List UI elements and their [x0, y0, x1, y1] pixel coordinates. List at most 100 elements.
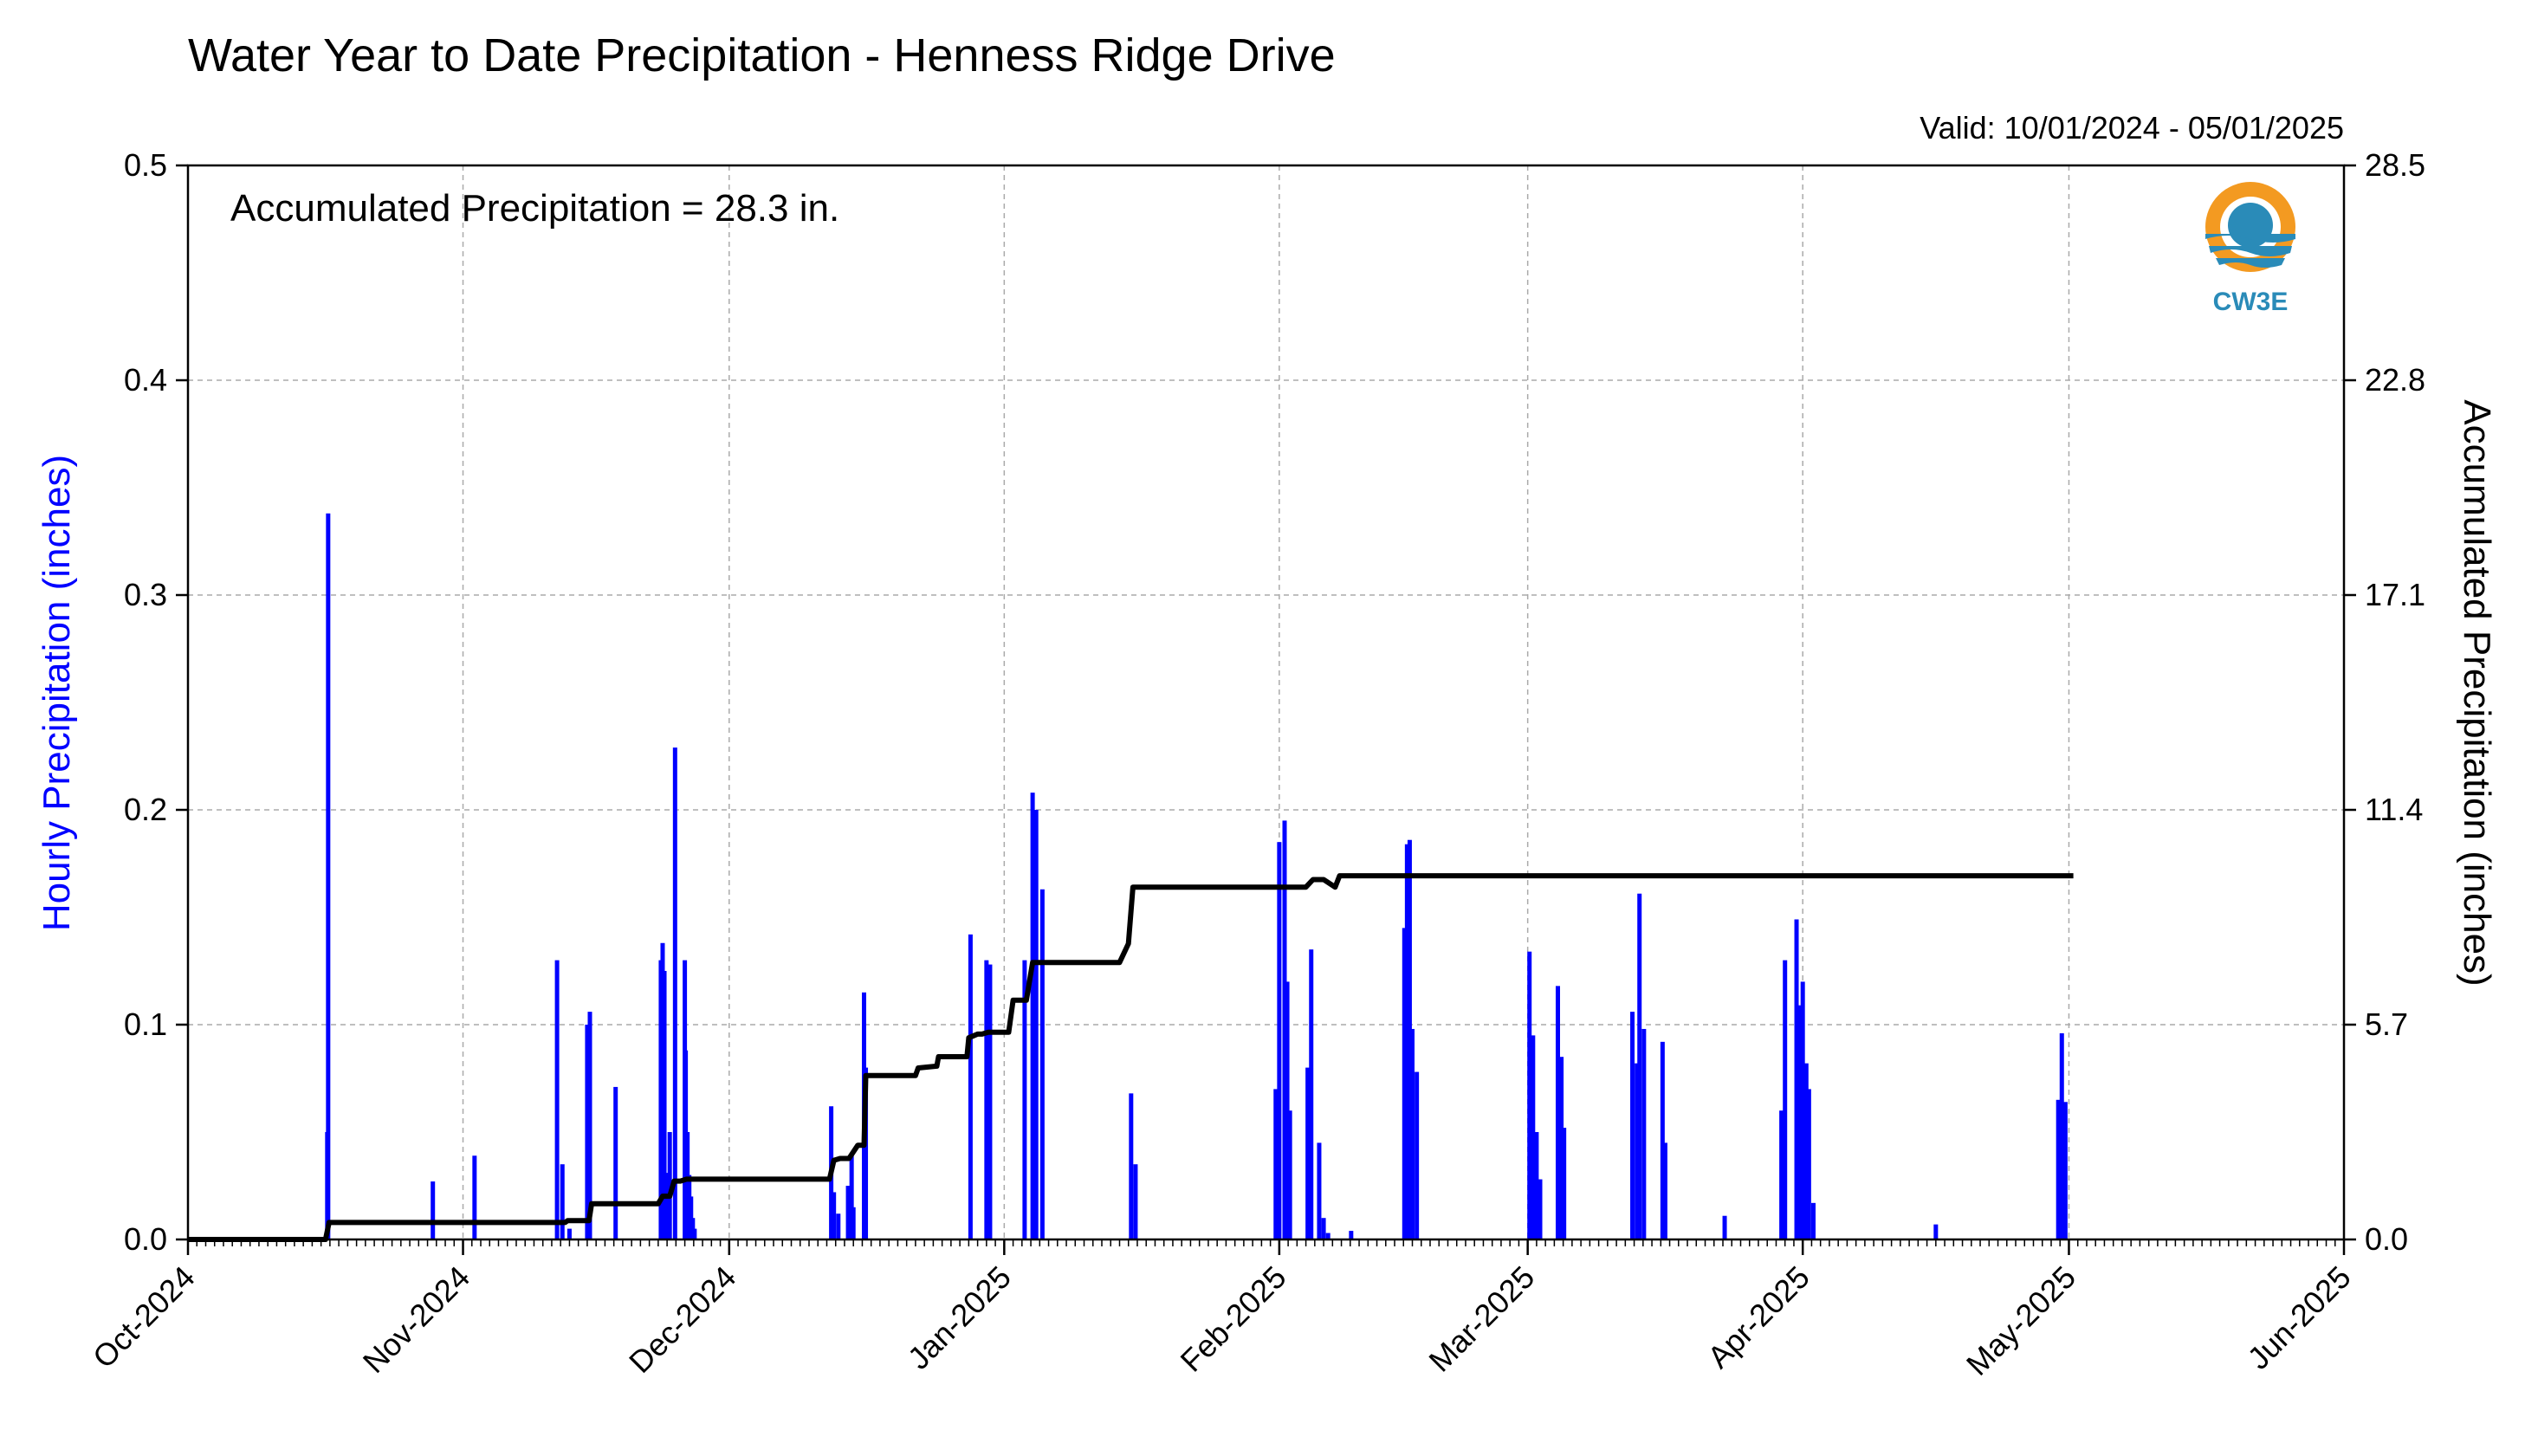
hourly-bar: [1559, 1057, 1564, 1239]
x-tick-label: Jan-2025: [901, 1259, 1018, 1376]
hourly-bar: [585, 1025, 590, 1239]
hourly-bar: [1555, 986, 1560, 1239]
hourly-bar: [1662, 1142, 1667, 1239]
y-left-tick-label: 0.3: [124, 577, 167, 612]
hourly-bar: [672, 747, 677, 1239]
accumulated-line-group: [188, 873, 2074, 1242]
hourly-bar: [2056, 1099, 2061, 1239]
hourly-bar: [2059, 1032, 2064, 1239]
hourly-bar: [1630, 1012, 1635, 1239]
accumulated-line: [188, 873, 2074, 1242]
hourly-bar: [1129, 1093, 1134, 1239]
hourly-bar: [1635, 1063, 1640, 1239]
hourly-bar: [1783, 960, 1788, 1239]
hourly-bar: [1277, 842, 1282, 1239]
hourly-bar: [1030, 793, 1035, 1239]
hourly-bar: [2062, 1102, 2068, 1239]
hourly-bar: [1305, 1067, 1311, 1239]
x-tick-label: Nov-2024: [356, 1259, 476, 1380]
hourly-bar: [664, 1173, 669, 1239]
hourly-bar: [1641, 1028, 1647, 1239]
hourly-bar: [567, 1228, 572, 1239]
y-axis-left-label: Hourly Precipitation (inches): [36, 455, 78, 931]
chart-subtitle: Valid: 10/01/2024 - 05/01/2025: [1920, 110, 2344, 146]
hourly-bar: [613, 1086, 618, 1239]
hourly-bar: [1321, 1218, 1326, 1239]
hourly-bar: [667, 1132, 672, 1239]
plot-frame: [186, 164, 2346, 1241]
hourly-bar: [1531, 1035, 1536, 1239]
hourly-bar: [1794, 919, 1799, 1239]
hourly-bar: [968, 934, 973, 1239]
hourly-bar: [1637, 893, 1642, 1239]
x-tick-label: Feb-2025: [1174, 1259, 1293, 1379]
hourly-bar: [1285, 981, 1290, 1239]
hourly-bar: [1722, 1215, 1727, 1239]
cw3e-logo: CW3E: [2205, 182, 2295, 316]
hourly-bar: [587, 1012, 592, 1239]
hourly-bar: [1282, 820, 1287, 1239]
hourly-bar: [1410, 1028, 1415, 1239]
hourly-bar: [987, 964, 993, 1239]
y-left-tick-label: 0.5: [124, 147, 167, 183]
hourly-bar: [1287, 1110, 1292, 1239]
axes: Oct-2024 Nov-2024 Dec-2024 Jan-2025 Feb-2025…: [86, 147, 2425, 1382]
hourly-bar: [1325, 1233, 1330, 1239]
y-right-tick-label: 11.4: [2365, 792, 2423, 827]
hourly-bar: [1039, 889, 1045, 1239]
x-tick-label: May-2025: [1959, 1259, 2082, 1382]
hourly-bar: [1022, 960, 1027, 1239]
y-right-tick-label: 17.1: [2365, 577, 2425, 612]
hourly-bar: [1317, 1142, 1322, 1239]
hourly-bar: [1273, 1089, 1279, 1239]
hourly-bar: [832, 1192, 837, 1239]
hourly-bar: [1933, 1224, 1939, 1239]
grid-lines: [188, 165, 2344, 1239]
hourly-bar: [1415, 1071, 1420, 1239]
hourly-bar: [431, 1181, 436, 1239]
hourly-bar: [560, 1164, 565, 1239]
logo-label: CW3E: [2213, 288, 2289, 316]
accumulated-annotation: Accumulated Precipitation = 28.3 in.: [230, 187, 839, 230]
hourly-bar: [1349, 1231, 1354, 1239]
chart-title: Water Year to Date Precipitation - Henne…: [188, 29, 1336, 81]
hourly-bar: [662, 971, 667, 1239]
y-right-tick-label: 22.8: [2365, 362, 2425, 398]
y-right-tick-label: 0.0: [2365, 1221, 2408, 1257]
y-right-tick-label: 28.5: [2365, 147, 2425, 183]
hourly-bar: [1800, 981, 1805, 1239]
hourly-bar: [692, 1228, 697, 1239]
hourly-bar: [984, 960, 989, 1239]
hourly-bar: [1797, 1005, 1802, 1239]
hourly-bar: [864, 1067, 869, 1239]
x-tick-label: Jun-2025: [2241, 1259, 2358, 1376]
hourly-bar: [326, 513, 331, 1239]
hourly-bar: [1309, 949, 1314, 1239]
x-tick-label: Mar-2025: [1421, 1259, 1541, 1379]
x-tick-label: Dec-2024: [622, 1259, 742, 1380]
y-right-tick-label: 5.7: [2365, 1006, 2408, 1042]
hourly-bar: [1779, 1110, 1784, 1239]
hourly-bar: [1527, 951, 1532, 1239]
hourly-bar: [1534, 1132, 1539, 1239]
hourly-bar: [1404, 844, 1409, 1239]
hourly-bar: [1660, 1041, 1665, 1239]
hourly-bar: [849, 1153, 854, 1239]
hourly-bar: [1033, 810, 1039, 1239]
hourly-bar: [1402, 928, 1407, 1239]
hourly-bar: [1538, 1179, 1543, 1239]
hourly-bar: [836, 1213, 841, 1239]
y-left-tick-label: 0.2: [124, 792, 167, 827]
x-tick-label: Apr-2025: [1700, 1259, 1816, 1375]
x-tick-label: Oct-2024: [86, 1259, 202, 1375]
y-left-tick-label: 0.0: [124, 1221, 167, 1257]
hourly-bar: [845, 1186, 851, 1239]
hourly-bar: [1803, 1063, 1809, 1239]
hourly-bar: [1562, 1128, 1567, 1239]
hourly-bar: [1806, 1089, 1811, 1239]
hourly-bar: [1133, 1164, 1138, 1239]
hourly-bar: [851, 1207, 856, 1239]
y-left-tick-label: 0.1: [124, 1006, 167, 1042]
hourly-bar: [1810, 1202, 1816, 1239]
